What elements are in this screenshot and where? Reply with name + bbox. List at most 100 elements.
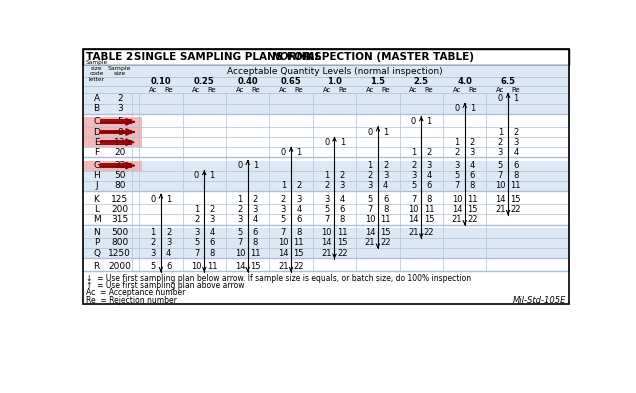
Text: 10: 10 (408, 205, 418, 214)
Text: 1250: 1250 (108, 248, 131, 257)
Bar (83, 117, 569, 158)
Text: P: P (94, 239, 99, 248)
Text: 3: 3 (340, 182, 345, 191)
Text: 4: 4 (209, 228, 215, 237)
Text: Sample
size
code
letter: Sample size code letter (85, 60, 107, 82)
Text: 7: 7 (411, 195, 416, 204)
Bar (83, 77, 569, 86)
Text: 5: 5 (411, 182, 416, 191)
Text: 3: 3 (194, 228, 199, 237)
Text: Ac: Ac (453, 86, 461, 92)
Text: 2: 2 (426, 148, 432, 157)
Text: 0: 0 (368, 127, 373, 136)
Text: 2000: 2000 (108, 262, 131, 271)
Text: 0: 0 (280, 148, 286, 157)
Text: 14: 14 (408, 215, 418, 224)
Text: 1: 1 (166, 195, 171, 204)
Text: 8: 8 (252, 239, 258, 248)
Text: 4: 4 (426, 171, 432, 180)
Text: 14: 14 (495, 195, 506, 204)
Text: E: E (93, 138, 99, 147)
Text: 0: 0 (411, 118, 416, 127)
Text: 15: 15 (380, 228, 391, 237)
Text: 5: 5 (454, 171, 460, 180)
Text: 1: 1 (411, 148, 416, 157)
Text: 1: 1 (368, 161, 373, 170)
Text: 14: 14 (452, 205, 462, 214)
Text: Ac: Ac (149, 86, 157, 92)
Text: 4: 4 (383, 182, 388, 191)
Text: 10: 10 (452, 195, 462, 204)
Text: 1: 1 (237, 195, 242, 204)
Bar (83, 94, 569, 114)
Text: 6: 6 (426, 182, 432, 191)
Text: 1: 1 (151, 228, 156, 237)
Bar (83, 137, 141, 147)
Text: 1: 1 (454, 138, 460, 147)
Text: 1: 1 (470, 104, 475, 113)
Text: 32: 32 (114, 161, 125, 170)
Text: 11: 11 (467, 195, 478, 204)
Text: Re: Re (425, 86, 433, 92)
Text: 10: 10 (278, 239, 289, 248)
Text: Ac: Ac (410, 86, 418, 92)
Text: 3: 3 (368, 182, 373, 191)
Bar (83, 194, 569, 224)
Text: SINGLE SAMPLING PLANS FOR: SINGLE SAMPLING PLANS FOR (123, 52, 314, 62)
Text: Re: Re (468, 86, 477, 92)
Text: 4.0: 4.0 (457, 77, 472, 86)
Text: 0.10: 0.10 (151, 77, 171, 86)
Text: 3: 3 (454, 161, 460, 170)
Text: 3: 3 (470, 148, 475, 157)
Text: 2: 2 (324, 182, 329, 191)
Text: 500: 500 (111, 228, 128, 237)
Text: 8: 8 (209, 248, 215, 257)
Text: Q: Q (93, 248, 100, 257)
Text: 5: 5 (498, 161, 503, 170)
Text: 0: 0 (454, 104, 460, 113)
Text: 6: 6 (340, 205, 345, 214)
Text: A: A (93, 94, 100, 103)
Text: 8: 8 (296, 228, 301, 237)
Text: 0: 0 (237, 161, 242, 170)
Text: TABLE 2: TABLE 2 (86, 52, 133, 62)
Bar (83, 117, 141, 127)
Text: 2: 2 (194, 215, 199, 224)
Text: 21: 21 (495, 205, 506, 214)
Text: ↓  = Use first sampling plan below arrow. If sample size is equals, or batch siz: ↓ = Use first sampling plan below arrow.… (86, 274, 471, 283)
Text: 3: 3 (513, 138, 518, 147)
Text: 1: 1 (280, 182, 286, 191)
Text: 0: 0 (194, 171, 199, 180)
Text: 200: 200 (111, 205, 128, 214)
Text: 2: 2 (513, 127, 518, 136)
Text: 2: 2 (280, 195, 286, 204)
Text: 4: 4 (470, 161, 475, 170)
Text: 7: 7 (497, 171, 503, 180)
Text: 0.25: 0.25 (194, 77, 215, 86)
Text: Acceptable Quantity Levels (normal inspection): Acceptable Quantity Levels (normal inspe… (226, 66, 442, 75)
Text: 5: 5 (117, 118, 123, 127)
Text: 6: 6 (513, 161, 518, 170)
Text: 11: 11 (380, 215, 391, 224)
Text: 8: 8 (117, 127, 123, 136)
Text: 5: 5 (237, 228, 242, 237)
Text: 1: 1 (426, 118, 432, 127)
Text: 4: 4 (252, 215, 258, 224)
Text: 14: 14 (365, 228, 375, 237)
Bar (83, 50, 569, 65)
Bar (83, 160, 569, 191)
Text: Re: Re (294, 86, 303, 92)
Text: L: L (94, 205, 99, 214)
Text: 5: 5 (151, 262, 156, 271)
Text: 10: 10 (191, 262, 202, 271)
Text: Sample
size: Sample size (108, 66, 132, 76)
Text: NORMAL: NORMAL (272, 52, 322, 62)
Text: 10: 10 (235, 248, 245, 257)
Bar (83, 261, 569, 272)
Text: 21: 21 (321, 248, 332, 257)
Text: 4: 4 (513, 148, 518, 157)
Text: 315: 315 (111, 215, 128, 224)
Text: Ac: Ac (279, 86, 287, 92)
Text: 21: 21 (408, 228, 418, 237)
Text: 7: 7 (280, 228, 286, 237)
